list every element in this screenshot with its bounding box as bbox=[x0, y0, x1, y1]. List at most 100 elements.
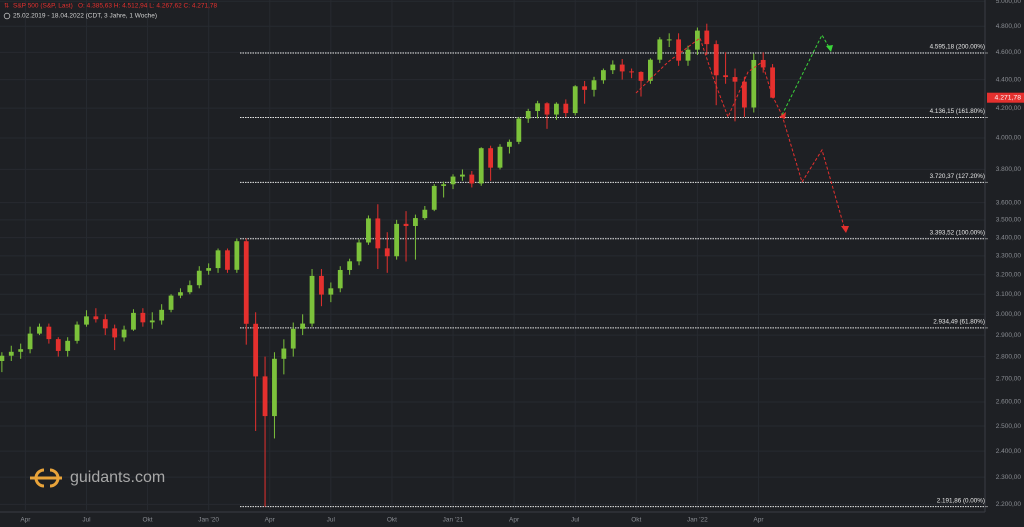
logo bbox=[30, 468, 62, 488]
x-tick-label: Jul bbox=[82, 517, 91, 524]
candle-body bbox=[159, 309, 165, 321]
candle-body bbox=[460, 174, 465, 177]
y-tick-label: 4.800,00 bbox=[996, 23, 1022, 30]
x-tick-label: Okt bbox=[631, 517, 641, 524]
y-tick-label: 2.400,00 bbox=[996, 448, 1022, 455]
candle-body bbox=[290, 328, 296, 349]
level-label: 4.136,15 (161.80%) bbox=[930, 108, 985, 115]
candle-body bbox=[347, 261, 353, 270]
y-tick-label: 5.000,00 bbox=[996, 0, 1022, 5]
x-tick-label: Jan '20 bbox=[198, 517, 219, 524]
y-tick-label: 2.700,00 bbox=[996, 376, 1022, 383]
candle-body bbox=[384, 248, 390, 257]
candle-body bbox=[112, 328, 118, 338]
level-label: 4.595,18 (200.00%) bbox=[930, 44, 985, 51]
candle-body bbox=[619, 64, 625, 72]
y-tick-label: 3.600,00 bbox=[996, 199, 1022, 206]
candle-body bbox=[450, 176, 456, 185]
candle-body bbox=[243, 241, 249, 324]
candle-body bbox=[46, 326, 52, 340]
candle-body bbox=[535, 103, 541, 112]
y-tick-label: 4.200,00 bbox=[996, 105, 1022, 112]
level-label: 2.191,86 (0.00%) bbox=[937, 497, 985, 504]
candle-body bbox=[732, 77, 738, 82]
arrow-head bbox=[779, 112, 786, 119]
candle-body bbox=[319, 275, 324, 295]
candle-body bbox=[187, 285, 193, 293]
candle-body bbox=[497, 146, 503, 168]
candle-body bbox=[27, 333, 33, 350]
red-path bbox=[635, 37, 783, 119]
candle-body bbox=[741, 81, 747, 108]
candle-body bbox=[413, 218, 418, 226]
candle-body bbox=[178, 292, 183, 296]
x-tick-label: Jul bbox=[327, 517, 336, 524]
candle-body bbox=[196, 270, 202, 286]
candle-body bbox=[431, 185, 437, 210]
subtitle: 25.02.2019 - 18.04.2022 (CDT, 3 Jahre, 1… bbox=[13, 13, 157, 20]
candle-body bbox=[253, 323, 259, 377]
candle-body bbox=[366, 218, 371, 243]
candle-body bbox=[507, 141, 512, 147]
candle-body bbox=[488, 148, 494, 168]
y-tick-label: 2.900,00 bbox=[996, 332, 1022, 339]
candle-body bbox=[0, 355, 5, 361]
level-label: 3.720,37 (127.20%) bbox=[930, 173, 985, 180]
x-tick-label: Jan '22 bbox=[687, 517, 708, 524]
y-tick-label: 3.800,00 bbox=[996, 166, 1022, 173]
y-tick-label: 3.100,00 bbox=[996, 291, 1022, 298]
candle-body bbox=[760, 59, 766, 68]
y-tick-label: 3.400,00 bbox=[996, 234, 1022, 241]
candle-body bbox=[168, 295, 174, 310]
y-tick-label: 4.000,00 bbox=[996, 135, 1022, 142]
candle-body bbox=[55, 339, 61, 351]
candle-body bbox=[563, 103, 569, 114]
grid bbox=[0, 0, 985, 510]
candle-body bbox=[713, 44, 719, 76]
candle-body bbox=[328, 288, 334, 295]
candle-body bbox=[149, 320, 155, 323]
instrument-title: S&P 500 (S&P, Last) bbox=[13, 3, 73, 10]
candle-body bbox=[601, 70, 606, 81]
candle-body bbox=[723, 75, 728, 78]
candle-body bbox=[375, 218, 381, 249]
candle-body bbox=[234, 241, 240, 270]
candle-body bbox=[215, 250, 221, 269]
candle-body bbox=[37, 326, 42, 334]
candle-body bbox=[225, 250, 230, 270]
candle-body bbox=[309, 275, 315, 324]
green-projection bbox=[781, 33, 831, 116]
last-price-tag bbox=[987, 92, 1024, 103]
candle-body bbox=[629, 71, 635, 73]
clock-icon bbox=[3, 12, 11, 20]
candle-body bbox=[262, 376, 268, 417]
ohlc-text: O: 4.385,63 H: 4.512,94 L: 4.267,62 C: 4… bbox=[78, 3, 218, 10]
y-tick-label: 3.200,00 bbox=[996, 271, 1022, 278]
level-label: 3.393,52 (100.00%) bbox=[930, 229, 985, 236]
candle-body bbox=[84, 316, 89, 325]
x-tick-label: Apr bbox=[509, 517, 520, 524]
candle-body bbox=[356, 242, 362, 262]
candle-body bbox=[525, 111, 531, 119]
candle-body bbox=[18, 349, 24, 352]
candle-body bbox=[140, 312, 146, 323]
candle-body bbox=[272, 358, 277, 417]
candle-body bbox=[572, 86, 578, 114]
candle-body bbox=[582, 86, 588, 90]
last-price-label: 4.271,78 bbox=[995, 94, 1022, 101]
y-tick-label: 3.300,00 bbox=[996, 253, 1022, 260]
candle-body bbox=[74, 324, 80, 341]
candle-body bbox=[591, 80, 597, 90]
candle-body bbox=[394, 223, 400, 257]
candle-body bbox=[704, 30, 710, 45]
x-tick-label: Jan '21 bbox=[443, 517, 464, 524]
candle-body bbox=[478, 148, 484, 184]
candle-body bbox=[648, 59, 653, 81]
x-tick-label: Apr bbox=[265, 517, 276, 524]
candle-body bbox=[93, 316, 99, 320]
candle-body bbox=[281, 348, 287, 359]
candle-body bbox=[638, 71, 644, 81]
candle-body bbox=[206, 268, 212, 271]
